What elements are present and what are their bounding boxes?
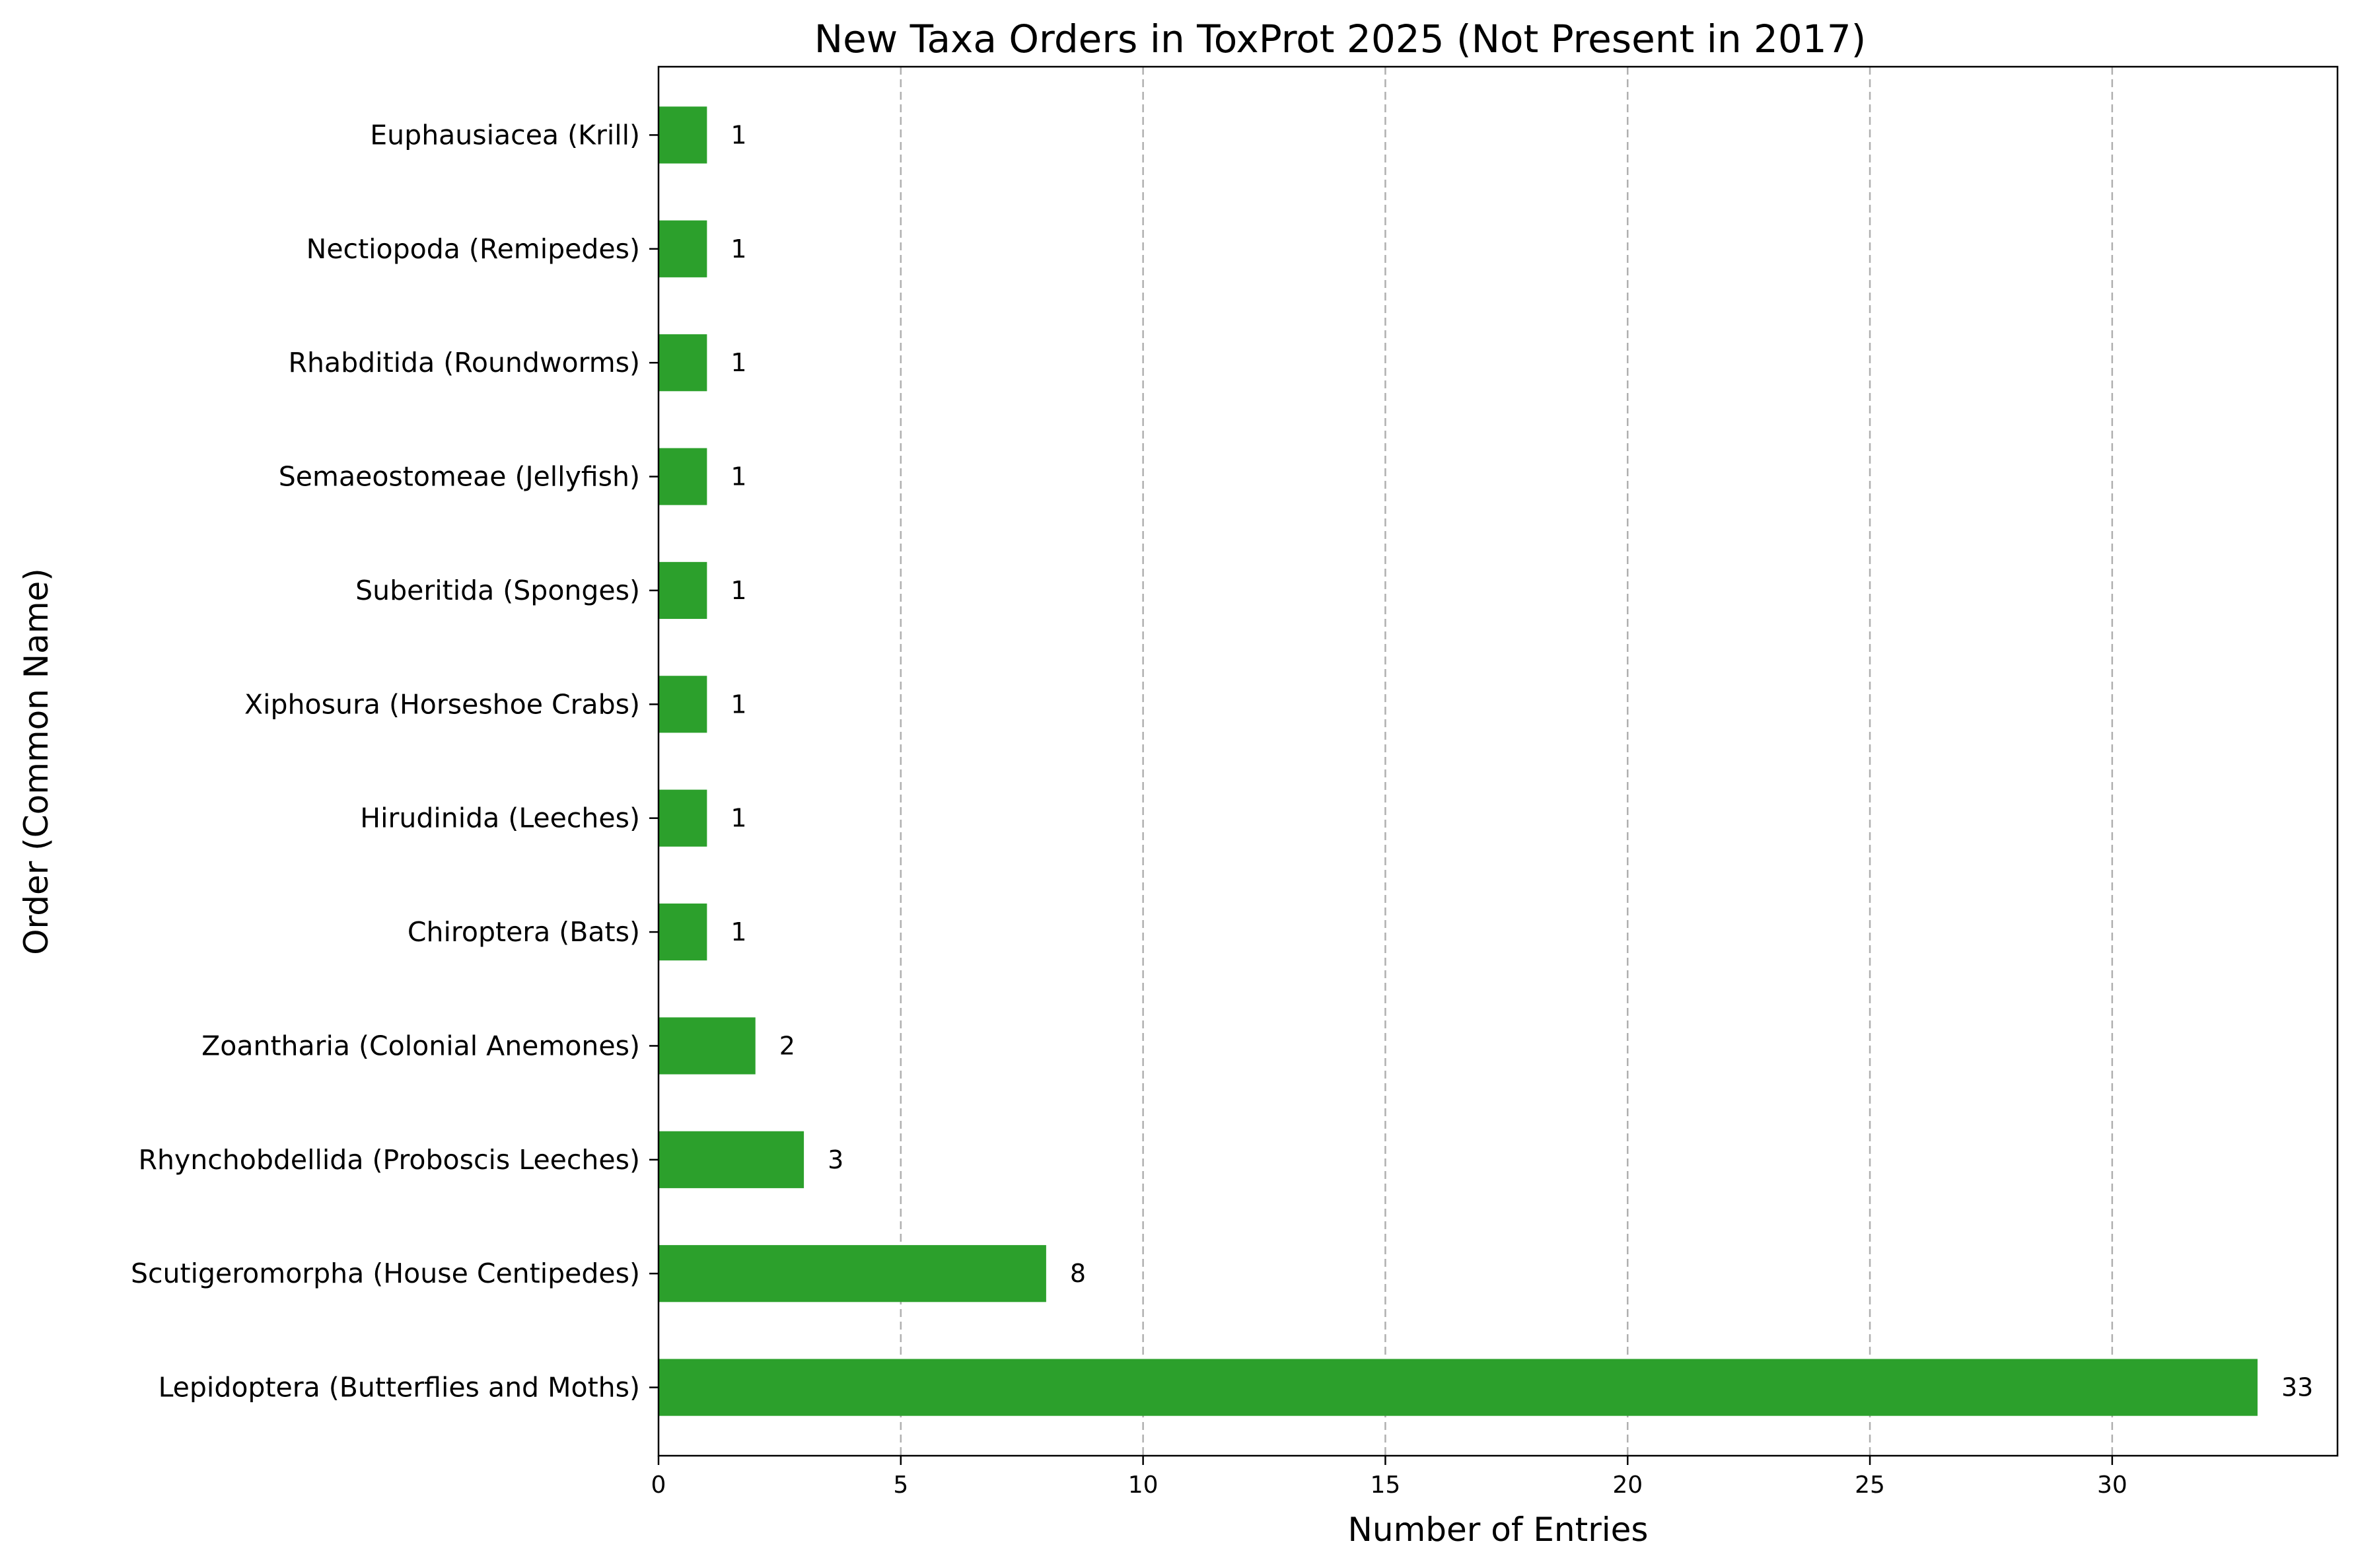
bar (659, 448, 707, 505)
x-tick-label: 20 (1612, 1472, 1643, 1499)
x-tick-label: 30 (2097, 1472, 2127, 1499)
y-tick-label: Suberitida (Sponges) (355, 575, 640, 606)
bar-value-label: 1 (731, 690, 746, 719)
plot-frame (657, 65, 2339, 1457)
bar (659, 561, 707, 620)
y-tick-label: Chiroptera (Bats) (408, 916, 640, 948)
y-tick-label: Rhabditida (Roundworms) (289, 347, 640, 378)
y-tick-label: Euphausiacea (Krill) (370, 119, 640, 151)
bar-value-label: 1 (731, 576, 746, 605)
y-axis-label: Order (Common Name) (17, 568, 55, 955)
bars (659, 106, 2258, 1416)
y-tick-label: Scutigeromorpha (House Centipedes) (131, 1258, 640, 1289)
bar (659, 903, 707, 961)
y-tick-label: Rhynchobdellida (Proboscis Leeches) (139, 1144, 640, 1176)
data-labels: 33 8 3 2 1 1 1 1 1 1 1 1 (731, 120, 2313, 1402)
bar-value-label: 1 (731, 348, 746, 377)
chart-title: New Taxa Orders in ToxProt 2025 (Not Pre… (814, 17, 1867, 61)
bar-value-label: 1 (731, 120, 746, 149)
bar (659, 220, 707, 277)
bar-value-label: 33 (2281, 1373, 2313, 1402)
category-labels: Lepidoptera (Butterflies and Moths) Scuti… (131, 119, 659, 1404)
bar (659, 676, 707, 733)
bar-value-label: 8 (1070, 1259, 1086, 1288)
y-tick-label: Semaeostomeae (Jellyfish) (279, 461, 640, 493)
x-tick-label: 15 (1371, 1472, 1401, 1499)
bar-value-label: 1 (731, 234, 746, 264)
bar (659, 106, 707, 164)
x-tick-label: 5 (893, 1472, 908, 1499)
x-tick-label: 25 (1855, 1472, 1885, 1499)
bar (659, 1245, 1046, 1302)
bar (659, 1359, 2258, 1416)
y-tick-label: Zoantharia (Colonial Anemones) (201, 1030, 640, 1061)
bar-value-label: 3 (828, 1145, 843, 1174)
y-tick-label: Hirudinida (Leeches) (360, 802, 640, 834)
bar-value-label: 1 (731, 917, 746, 946)
y-tick-label: Xiphosura (Horseshoe Crabs) (244, 688, 640, 720)
bar-value-label: 2 (779, 1031, 795, 1060)
x-tick-label: 10 (1128, 1472, 1159, 1499)
bar (659, 789, 707, 847)
x-axis-label: Number of Entries (1348, 1511, 1649, 1549)
y-tick-label: Lepidoptera (Butterflies and Moths) (159, 1372, 640, 1404)
y-tick-label: Nectiopoda (Remipedes) (306, 233, 640, 265)
bar (659, 334, 707, 392)
x-ticks: 0 5 10 15 20 25 30 (651, 1456, 2127, 1499)
bar-value-label: 1 (731, 462, 746, 491)
bar-value-label: 1 (731, 804, 746, 833)
x-tick-label: 0 (651, 1472, 666, 1499)
bar (659, 1017, 756, 1075)
bar (659, 1131, 804, 1188)
grid-lines (900, 67, 2114, 1456)
